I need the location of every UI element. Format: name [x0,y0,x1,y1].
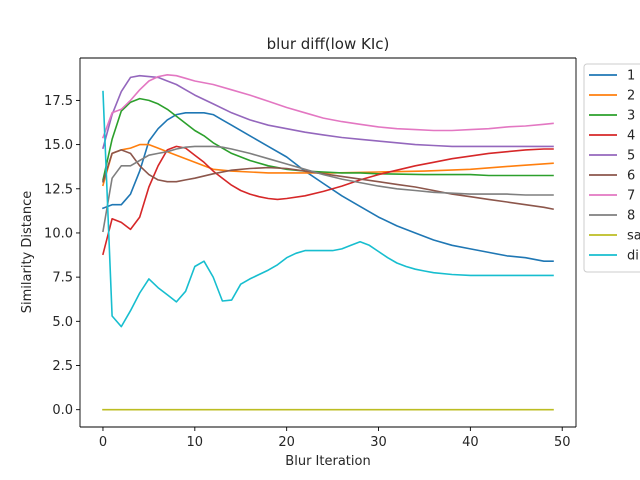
legend-label: 7 [627,189,635,204]
legend-label: 3 [627,109,635,124]
legend-label: 1 [627,69,635,84]
legend-label: 6 [627,169,635,184]
x-tick-label: 10 [187,435,204,450]
y-tick-label: 12.5 [44,182,73,197]
y-tick-label: 2.5 [52,359,73,374]
x-tick-label: 30 [370,435,387,450]
y-axis-label: Similarity Distance [20,191,35,313]
y-tick-label: 17.5 [44,94,73,109]
legend: 1 2 3 4 5 6 7 8 sa di [583,63,640,273]
legend-label: 4 [627,129,635,144]
y-tick-label: 0.0 [52,403,73,418]
series-line-3 [102,97,554,181]
x-axis-label: Blur Iteration [285,454,370,469]
legend-label: 5 [627,149,635,164]
series-line-7 [101,74,554,139]
x-tick-label: 20 [278,435,295,450]
legend-box [583,63,640,273]
x-tick-label: 0 [99,435,107,450]
chart-title: blur diff(low KIc) [267,35,390,53]
series-line-5 [102,74,554,150]
series-line-8 [102,145,554,233]
y-tick-label: 5.0 [52,315,73,330]
y-tick-label: 10.0 [44,226,73,241]
x-tick-label: 50 [554,435,571,450]
y-tick-label: 15.0 [44,138,73,153]
series-line-1 [101,112,554,263]
series-line-2 [102,143,554,187]
series-line-10 [102,90,554,328]
legend-label: sa [627,229,640,244]
x-tick-label: 40 [462,435,479,450]
legend-label: 8 [627,209,635,224]
legend-label: di [627,249,639,264]
axes: 0 10 20 30 40 50 0.0 2.5 5.0 7.5 10.0 12.5 15.0 17.5 [44,57,577,450]
legend-label: 2 [627,89,635,104]
y-tick-label: 7.5 [52,271,73,286]
series-line-6 [101,149,554,211]
series-line-4 [102,145,554,256]
plot-area [101,74,554,411]
